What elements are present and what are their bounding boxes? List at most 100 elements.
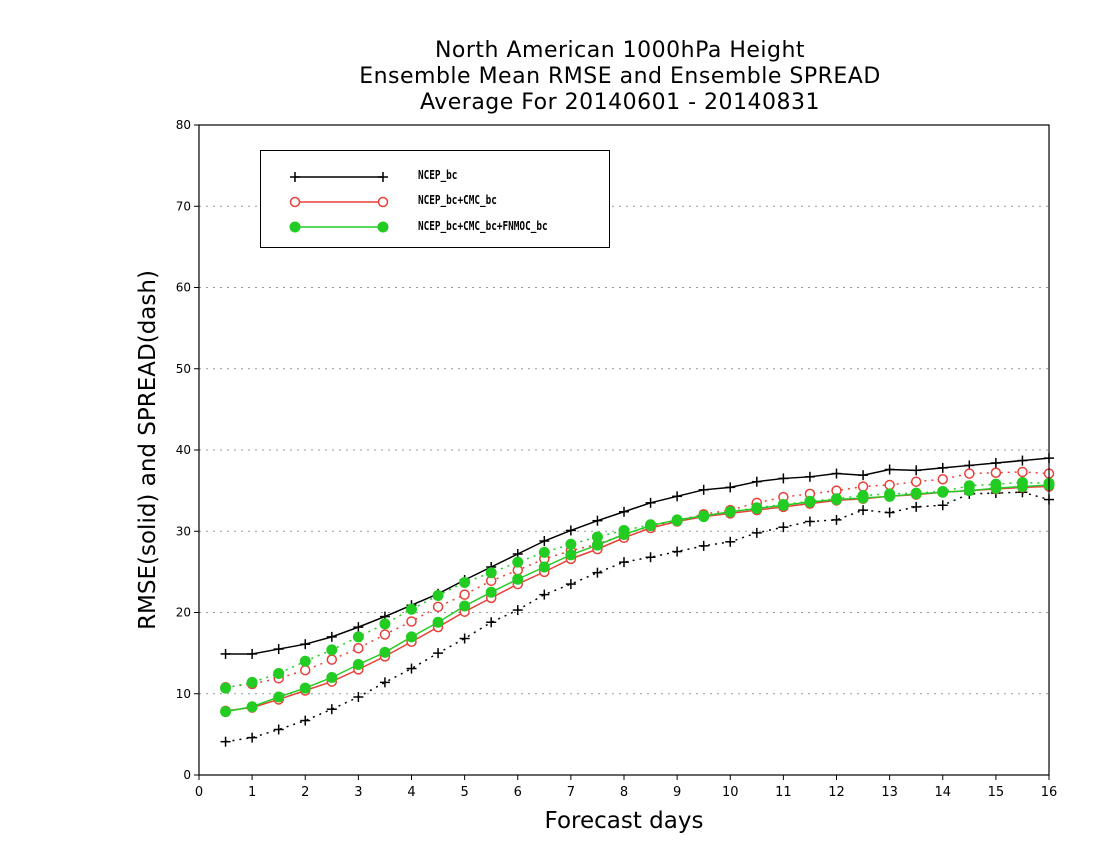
- series-ncep-bc: [220, 453, 1054, 747]
- spread-point-ncep-bc-cmc-bc: [353, 643, 364, 654]
- spread-point-ncep-bc-cmc-bc-fnmoc-bc: [512, 556, 524, 568]
- rmse-point-ncep-bc-cmc-bc-fnmoc-bc: [804, 496, 816, 508]
- spread-line-ncep-bc-cmc-bc-fnmoc-bc: [225, 481, 1050, 689]
- y-tick-label: 70: [176, 199, 191, 213]
- rmse-point-ncep-bc-cmc-bc-fnmoc-bc: [645, 520, 657, 532]
- x-axis-label: Forecast days: [544, 808, 704, 834]
- x-tick-label: 3: [354, 785, 362, 800]
- legend-swatch-ncep-bc-cmc-bc: [289, 196, 389, 208]
- spread-point-ncep-bc-cmc-bc: [1017, 466, 1028, 478]
- x-tick-label: 13: [881, 785, 898, 800]
- rmse-point-ncep-bc-cmc-bc-fnmoc-bc: [671, 514, 683, 526]
- spread-point-ncep-bc: [884, 507, 895, 518]
- gridlines: [199, 205, 1049, 695]
- rmse-point-ncep-bc-cmc-bc-fnmoc-bc: [326, 672, 338, 683]
- spread-point-ncep-bc: [512, 605, 523, 616]
- rmse-point-ncep-bc-cmc-bc-fnmoc-bc: [459, 600, 471, 612]
- spread-point-ncep-bc: [937, 500, 948, 511]
- y-tick-label: 40: [176, 443, 191, 457]
- spread-point-ncep-bc: [672, 546, 683, 557]
- y-tick-label: 50: [176, 362, 191, 376]
- rmse-point-ncep-bc: [592, 515, 603, 526]
- legend-marker: [289, 221, 301, 233]
- x-tick-label: 11: [775, 785, 792, 800]
- spread-point-ncep-bc: [379, 677, 390, 688]
- spread-point-ncep-bc: [698, 540, 709, 551]
- x-tick-label: 15: [988, 785, 1005, 800]
- series-ncep-bc-cmc-bc: [220, 466, 1055, 717]
- x-tick-label: 8: [620, 785, 628, 800]
- rmse-point-ncep-bc-cmc-bc-fnmoc-bc: [884, 490, 896, 502]
- rmse-point-ncep-bc: [672, 491, 683, 502]
- spread-point-ncep-bc-cmc-bc-fnmoc-bc: [485, 567, 497, 579]
- rmse-point-ncep-bc-cmc-bc-fnmoc-bc: [618, 529, 630, 540]
- rmse-point-ncep-bc-cmc-bc-fnmoc-bc: [777, 499, 789, 511]
- spread-point-ncep-bc-cmc-bc: [432, 601, 444, 613]
- rmse-point-ncep-bc-cmc-bc-fnmoc-bc: [406, 631, 417, 643]
- rmse-point-ncep-bc-cmc-bc-fnmoc-bc: [379, 646, 391, 658]
- rmse-point-ncep-bc: [300, 639, 311, 650]
- spread-point-ncep-bc-cmc-bc: [459, 589, 470, 600]
- rmse-point-ncep-bc: [273, 644, 284, 655]
- y-tick-label: 20: [176, 606, 191, 620]
- rmse-point-ncep-bc-cmc-bc-fnmoc-bc: [591, 539, 603, 551]
- y-axis-label: RMSE(solid) and SPREAD(dash): [135, 270, 161, 630]
- spread-point-ncep-bc-cmc-bc-fnmoc-bc: [406, 603, 417, 615]
- legend-label-ncep-cmc: NCEP_bc+CMC_bc: [418, 193, 497, 207]
- spread-point-ncep-bc: [273, 724, 284, 735]
- spread-point-ncep-bc: [858, 505, 869, 516]
- chart-title-line-3: Average For 20140601 - 20140831: [419, 90, 821, 115]
- legend-swatches: [289, 172, 389, 233]
- rmse-point-ncep-bc: [725, 482, 736, 493]
- spread-point-ncep-bc: [247, 732, 258, 743]
- spread-point-ncep-bc-cmc-bc-fnmoc-bc: [352, 631, 364, 643]
- y-tick-label: 80: [176, 118, 191, 132]
- rmse-point-ncep-bc-cmc-bc-fnmoc-bc: [352, 659, 364, 670]
- rmse-point-ncep-bc: [247, 648, 258, 659]
- spread-point-ncep-bc-cmc-bc-fnmoc-bc: [459, 576, 471, 588]
- spread-point-ncep-bc: [459, 633, 470, 644]
- y-tick-label: 60: [176, 281, 191, 295]
- legend-marker: [378, 172, 388, 182]
- legend-marker: [377, 196, 389, 208]
- series-group: [220, 453, 1055, 747]
- spread-point-ncep-bc-cmc-bc: [884, 479, 895, 491]
- rmse-point-ncep-bc-cmc-bc-fnmoc-bc: [246, 701, 258, 713]
- rmse-point-ncep-bc-cmc-bc-fnmoc-bc: [937, 486, 949, 498]
- spread-point-ncep-bc-cmc-bc: [379, 629, 391, 640]
- spread-point-ncep-bc-cmc-bc-fnmoc-bc: [299, 655, 311, 667]
- rmse-point-ncep-bc: [937, 462, 948, 473]
- rmse-point-ncep-bc-cmc-bc-fnmoc-bc: [538, 561, 550, 573]
- x-tick-label: 5: [460, 785, 468, 800]
- spread-point-ncep-bc-cmc-bc: [964, 468, 975, 479]
- rmse-point-ncep-bc-cmc-bc-fnmoc-bc: [857, 492, 869, 504]
- rmse-point-ncep-bc: [220, 648, 231, 659]
- x-tick-label: 9: [673, 785, 681, 800]
- x-tick-label: 6: [514, 785, 522, 800]
- spread-point-ncep-bc: [831, 514, 842, 525]
- spread-point-ncep-bc-cmc-bc: [990, 467, 1002, 478]
- spread-point-ncep-bc: [592, 567, 603, 578]
- spread-point-ncep-bc-cmc-bc-fnmoc-bc: [565, 538, 577, 550]
- rmse-point-ncep-bc-cmc-bc-fnmoc-bc: [220, 706, 232, 718]
- spread-point-ncep-bc: [778, 522, 789, 533]
- spread-point-ncep-bc: [300, 715, 311, 726]
- x-tick-label: 12: [828, 785, 845, 800]
- spread-point-ncep-bc: [486, 617, 497, 628]
- spread-point-ncep-bc-cmc-bc-fnmoc-bc: [220, 682, 232, 694]
- spread-point-ncep-bc: [406, 663, 417, 674]
- rmse-line-ncep-bc-cmc-bc-fnmoc-bc: [225, 484, 1050, 713]
- rmse-point-ncep-bc: [645, 497, 656, 508]
- rmse-point-ncep-bc: [778, 473, 789, 484]
- rmse-point-ncep-bc: [539, 536, 550, 546]
- series-ncep-bc-cmc-bc-fnmoc-bc: [220, 477, 1055, 718]
- rmse-point-ncep-bc: [751, 476, 762, 487]
- spread-point-ncep-bc-cmc-bc-fnmoc-bc: [538, 546, 550, 558]
- y-tick-label: 0: [183, 768, 191, 782]
- spread-point-ncep-bc-cmc-bc-fnmoc-bc: [273, 667, 285, 679]
- x-tick-label: 16: [1041, 785, 1058, 800]
- legend-marker: [377, 221, 389, 233]
- y-tick-label: 10: [176, 687, 191, 701]
- rmse-point-ncep-bc-cmc-bc-fnmoc-bc: [565, 549, 577, 561]
